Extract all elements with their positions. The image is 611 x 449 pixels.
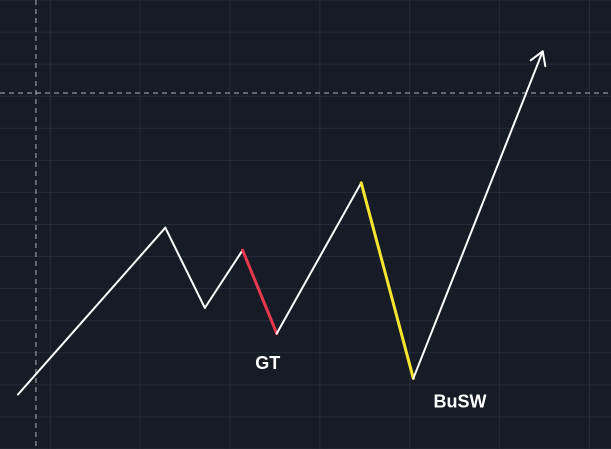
price-path <box>16 50 547 396</box>
annotations: GT BuSW <box>255 353 486 411</box>
annotation-label-busw: BuSW <box>434 391 487 411</box>
highlight-segment-3 <box>241 248 279 336</box>
path-segment-4 <box>275 181 363 335</box>
arrow-head <box>529 50 547 68</box>
annotation-label-gt: GT <box>255 353 280 373</box>
highlight-segment-5 <box>359 181 415 380</box>
path-segment-1 <box>164 226 206 309</box>
path-segment-0 <box>16 226 167 396</box>
path-segment-6 <box>412 50 544 380</box>
path-segment-2 <box>203 249 244 309</box>
